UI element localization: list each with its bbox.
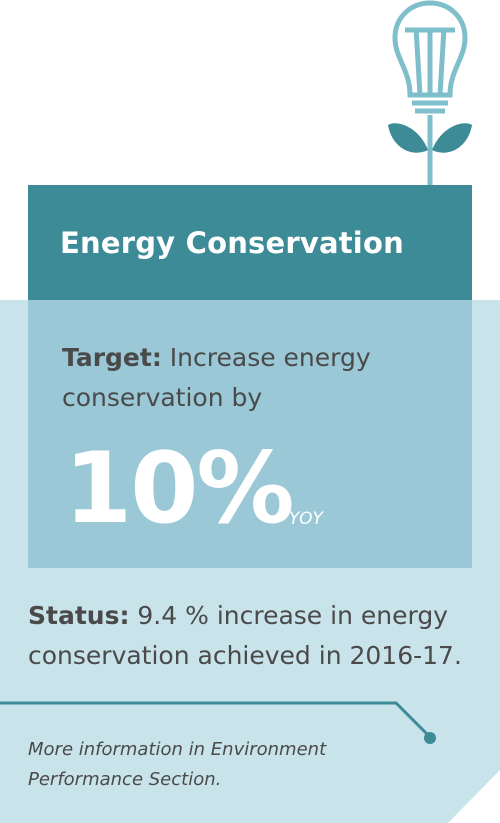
- bulb-icon: [392, 0, 468, 185]
- leaf: [432, 123, 472, 153]
- status-label: Status:: [28, 601, 130, 630]
- target-box: [28, 300, 472, 568]
- leaf: [388, 123, 428, 153]
- status: Status: 9.4 % increase in energy conserv…: [28, 596, 478, 676]
- status-text: 9.4 % increase in energy conservation ac…: [28, 601, 462, 670]
- title: Energy Conservation: [60, 226, 404, 260]
- target-figure: 10%: [64, 432, 295, 546]
- target-unit: YOY: [289, 509, 323, 529]
- target-text: Increase energy conservation by: [62, 343, 371, 412]
- header-box: [28, 185, 472, 300]
- target: Target: Increase energy conservation by: [62, 338, 392, 418]
- circuit-line: [0, 701, 432, 739]
- circuit-dot: [424, 732, 436, 744]
- target-label: Target:: [62, 343, 162, 372]
- footer-note: More information in Environment Performa…: [28, 739, 327, 790]
